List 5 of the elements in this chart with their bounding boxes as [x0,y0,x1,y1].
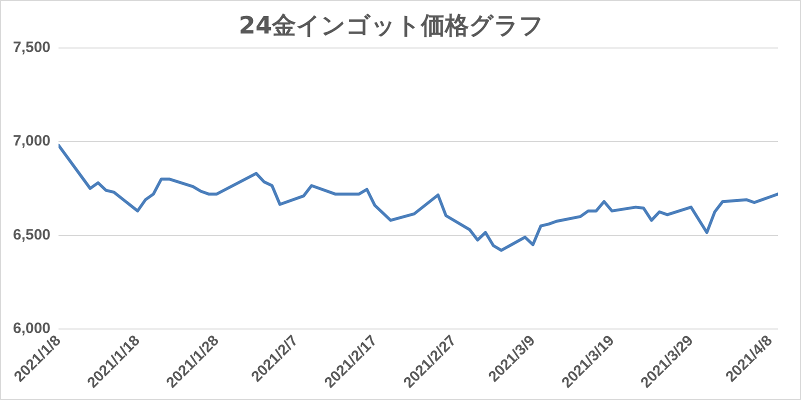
y-tick-label: 7,500 [12,38,51,56]
y-tick-label: 7,000 [12,132,51,150]
chart-title: 24金インゴット価格グラフ [238,12,544,40]
y-tick-label: 6,000 [12,320,51,338]
y-tick-label: 6,500 [12,226,51,244]
